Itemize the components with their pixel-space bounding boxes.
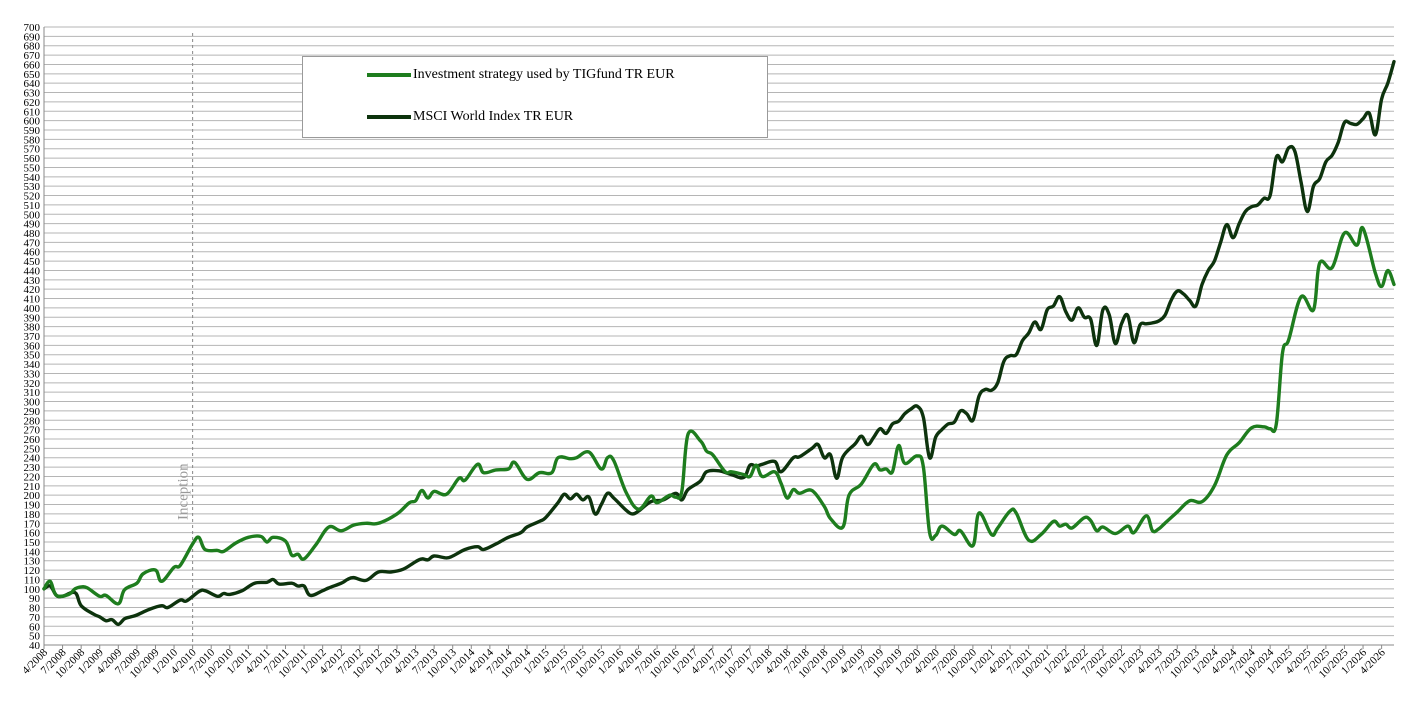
y-tick-label: 290 xyxy=(24,406,41,418)
y-tick-label: 530 xyxy=(24,181,41,193)
y-tick-label: 450 xyxy=(24,256,41,268)
y-tick-label: 130 xyxy=(24,556,41,568)
series-lines xyxy=(42,59,1396,627)
y-tick-label: 430 xyxy=(24,275,41,287)
legend-label-tigfund: Investment strategy used by TIGfund TR E… xyxy=(413,67,675,82)
inception-label: Inception xyxy=(176,463,192,520)
y-tick-label: 600 xyxy=(24,116,41,128)
y-tick-label: 260 xyxy=(24,434,41,446)
y-tick-label: 180 xyxy=(24,509,41,521)
y-tick-label: 200 xyxy=(24,490,41,502)
y-tick-label: 340 xyxy=(24,359,41,371)
y-tick-label: 540 xyxy=(24,172,41,184)
y-tick-label: 550 xyxy=(24,162,41,174)
y-tick-label: 490 xyxy=(24,219,41,231)
series-line-tigfund xyxy=(42,225,1396,606)
y-tick-label: 220 xyxy=(24,471,41,483)
y-tick-label: 560 xyxy=(24,153,41,165)
y-tick-label: 420 xyxy=(24,284,41,296)
y-tick-label: 410 xyxy=(24,294,41,306)
y-tick-label: 460 xyxy=(24,247,41,259)
y-tick-label: 630 xyxy=(24,88,41,100)
y-tick-label: 120 xyxy=(24,565,41,577)
y-tick-label: 90 xyxy=(29,593,41,605)
y-tick-label: 330 xyxy=(24,368,41,380)
y-tick-label: 570 xyxy=(24,144,41,156)
legend-item-tigfund: Investment strategy used by TIGfund TR E… xyxy=(367,65,675,85)
y-tick-label: 500 xyxy=(24,209,41,221)
y-tick-label: 480 xyxy=(24,228,41,240)
y-tick-label: 270 xyxy=(24,425,41,437)
series-line-msci xyxy=(42,59,1396,627)
y-tick-label: 230 xyxy=(24,462,41,474)
y-tick-label: 150 xyxy=(24,537,41,549)
y-axis-ticks: 4050607080901001101201301401501601701801… xyxy=(24,22,41,652)
y-tick-label: 510 xyxy=(24,200,41,212)
y-tick-label: 610 xyxy=(24,106,41,118)
y-tick-label: 370 xyxy=(24,331,41,343)
y-tick-label: 140 xyxy=(24,546,41,558)
y-tick-label: 660 xyxy=(24,59,41,71)
y-tick-label: 250 xyxy=(24,443,41,455)
y-tick-label: 640 xyxy=(24,78,41,90)
y-tick-label: 650 xyxy=(24,69,41,81)
inception-annotation: Inception xyxy=(176,33,194,645)
y-tick-label: 100 xyxy=(24,584,41,596)
legend: Investment strategy used by TIGfund TR E… xyxy=(302,56,768,138)
y-tick-label: 60 xyxy=(29,621,41,633)
y-tick-label: 690 xyxy=(24,31,41,43)
y-tick-label: 240 xyxy=(24,453,41,465)
y-tick-label: 320 xyxy=(24,378,41,390)
y-tick-label: 350 xyxy=(24,350,41,362)
y-tick-label: 210 xyxy=(24,481,41,493)
y-tick-label: 390 xyxy=(24,312,41,324)
y-tick-label: 360 xyxy=(24,340,41,352)
legend-swatch-msci xyxy=(367,115,411,119)
y-tick-label: 110 xyxy=(24,574,41,586)
y-tick-label: 310 xyxy=(24,387,41,399)
y-tick-label: 520 xyxy=(24,191,41,203)
y-tick-label: 380 xyxy=(24,322,41,334)
y-tick-label: 170 xyxy=(24,518,41,530)
y-tick-label: 580 xyxy=(24,134,41,146)
y-tick-label: 50 xyxy=(29,631,41,643)
x-axis-ticks: 4/20087/200810/20081/20094/20097/200910/… xyxy=(20,645,1388,681)
legend-swatch-tigfund xyxy=(367,73,411,77)
y-tick-label: 590 xyxy=(24,125,41,137)
y-tick-label: 40 xyxy=(29,640,41,652)
y-tick-label: 160 xyxy=(24,528,41,540)
y-tick-label: 190 xyxy=(24,500,41,512)
y-tick-label: 470 xyxy=(24,237,41,249)
y-tick-label: 440 xyxy=(24,265,41,277)
y-tick-label: 620 xyxy=(24,97,41,109)
y-tick-label: 670 xyxy=(24,50,41,62)
y-tick-label: 400 xyxy=(24,303,41,315)
y-tick-label: 80 xyxy=(29,603,41,615)
y-tick-label: 700 xyxy=(24,22,41,34)
legend-item-msci: MSCI World Index TR EUR xyxy=(367,107,573,127)
y-tick-label: 70 xyxy=(29,612,41,624)
y-tick-label: 300 xyxy=(24,397,41,409)
y-tick-label: 680 xyxy=(24,41,41,53)
y-tick-label: 280 xyxy=(24,415,41,427)
legend-label-msci: MSCI World Index TR EUR xyxy=(413,109,574,124)
